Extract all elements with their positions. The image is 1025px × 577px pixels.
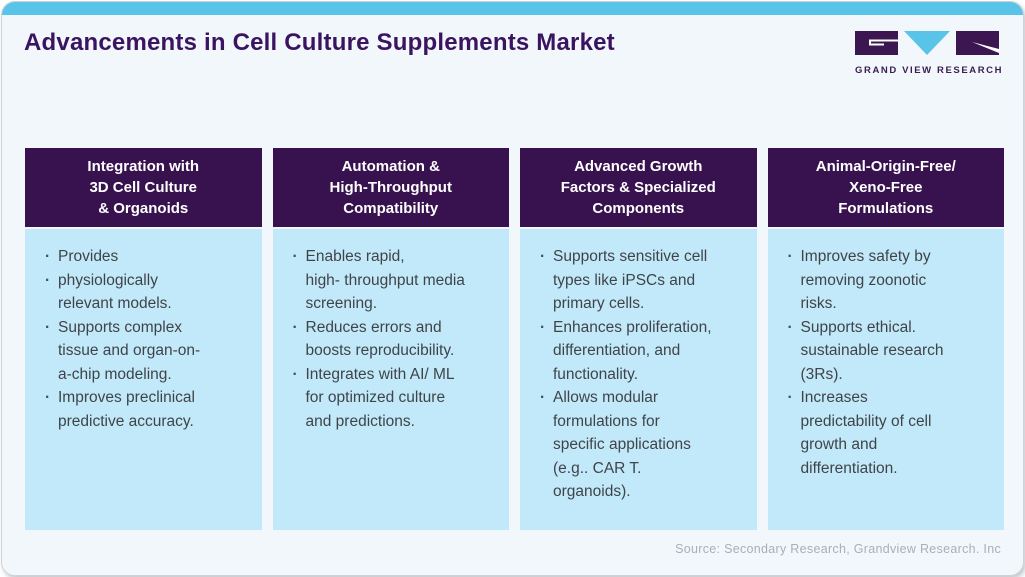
brand-wordmark: GRAND VIEW RESEARCH (855, 65, 1004, 76)
columns-row: Integration with 3D Cell Culture & Organ… (25, 148, 1004, 530)
source-note: Source: Secondary Research, Grandview Re… (675, 542, 1001, 556)
column-header: Animal-Origin-Free/ Xeno-Free Formulatio… (767, 148, 1004, 227)
bullet-item: Improves preclinical predictive accuracy… (44, 386, 254, 433)
column-body: Improves safety by removing zoonotic ris… (767, 229, 1004, 530)
bullet-list: Enables rapid, high- throughput media sc… (292, 245, 502, 433)
bullet-item: Supports ethical. sustainable research (… (787, 316, 997, 387)
page-title: Advancements in Cell Culture Supplements… (24, 29, 615, 56)
column-body: Provides physiologically relevant models… (25, 229, 262, 530)
bullet-item: Supports complex tissue and organ-on- a-… (44, 316, 254, 387)
column-body: Supports sensitive cell types like iPSCs… (520, 229, 757, 530)
column-3d-cell-culture: Integration with 3D Cell Culture & Organ… (25, 148, 262, 530)
bullet-item: Improves safety by removing zoonotic ris… (787, 245, 997, 316)
gvr-logo-icon (855, 31, 999, 55)
column-header: Automation & High-Throughput Compatibili… (272, 148, 509, 227)
bullet-item: Reduces errors and boosts reproducibilit… (292, 316, 502, 363)
bullet-item: Enables rapid, high- throughput media sc… (292, 245, 502, 316)
bullet-item: Allows modular formulations for specific… (539, 386, 749, 504)
top-accent-bar (2, 2, 1023, 15)
bullet-item: physiologically relevant models. (44, 269, 254, 316)
column-automation: Automation & High-Throughput Compatibili… (272, 148, 509, 530)
bullet-item: Provides (44, 245, 254, 269)
bullet-item: Supports sensitive cell types like iPSCs… (539, 245, 749, 316)
column-header: Advanced Growth Factors & Specialized Co… (520, 148, 757, 227)
bullet-item: Enhances proliferation, differentiation,… (539, 316, 749, 387)
bullet-item: Increases predictability of cell growth … (787, 386, 997, 480)
column-growth-factors: Advanced Growth Factors & Specialized Co… (520, 148, 757, 530)
bullet-list: Supports sensitive cell types like iPSCs… (539, 245, 749, 504)
bullet-list: Provides physiologically relevant models… (44, 245, 254, 433)
bullet-list: Improves safety by removing zoonotic ris… (787, 245, 997, 480)
column-xeno-free: Animal-Origin-Free/ Xeno-Free Formulatio… (767, 148, 1004, 530)
column-header: Integration with 3D Cell Culture & Organ… (25, 148, 262, 227)
bullet-item: Integrates with AI/ ML for optimized cul… (292, 363, 502, 434)
brand-logo: GRAND VIEW RESEARCH (855, 31, 1004, 76)
column-body: Enables rapid, high- throughput media sc… (272, 229, 509, 530)
